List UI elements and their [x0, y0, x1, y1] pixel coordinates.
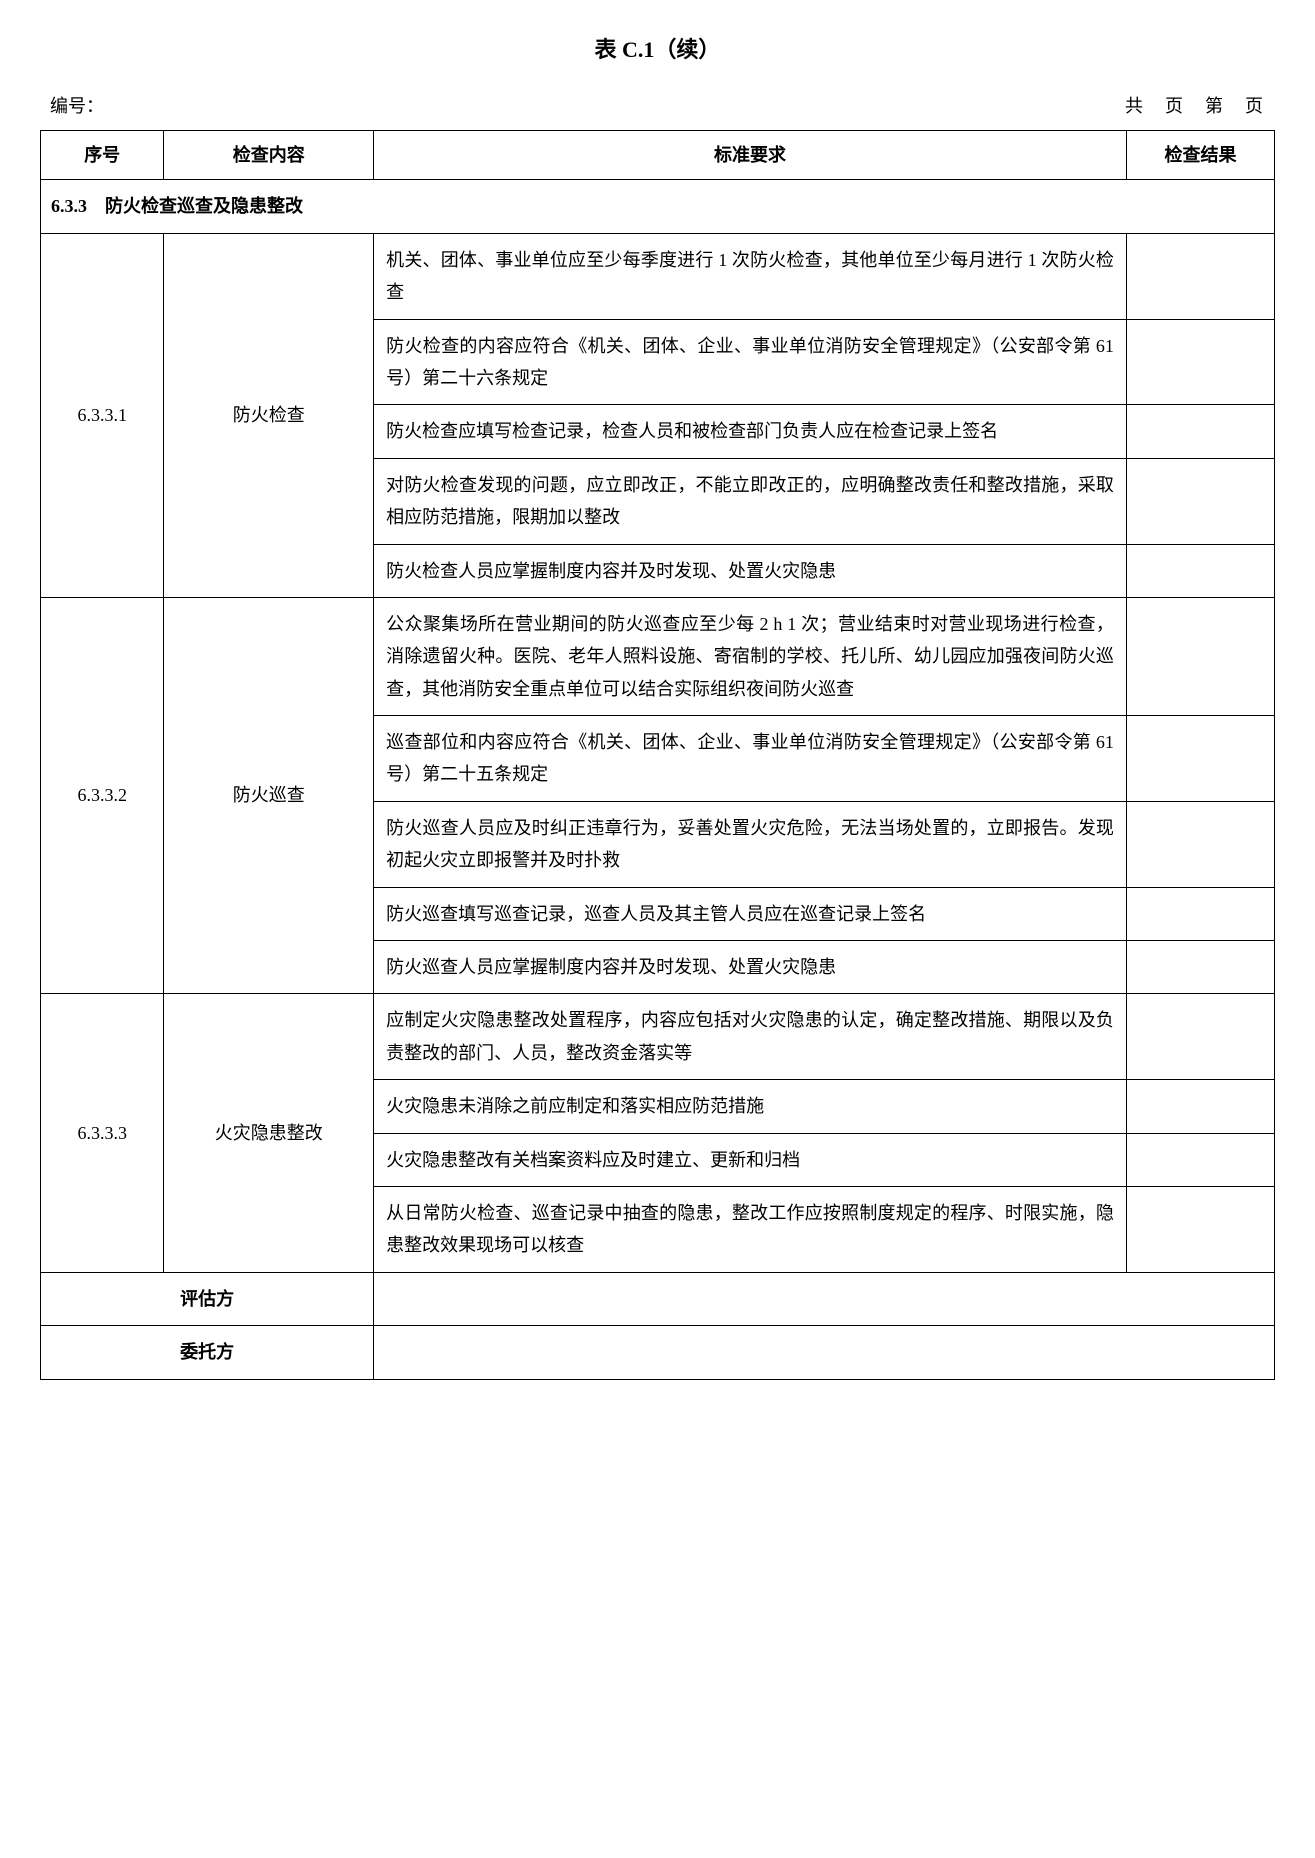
table-row: 6.3.3.3火灾隐患整改应制定火灾隐患整改处置程序，内容应包括对火灾隐患的认定…	[41, 994, 1275, 1080]
evaluator-row: 评估方	[41, 1272, 1275, 1325]
item-cell: 防火检查	[164, 233, 374, 597]
result-cell	[1126, 319, 1274, 405]
requirement-cell: 火灾隐患整改有关档案资料应及时建立、更新和归档	[374, 1133, 1127, 1186]
requirement-cell: 从日常防火检查、巡查记录中抽查的隐患，整改工作应按照制度规定的程序、时限实施，隐…	[374, 1186, 1127, 1272]
result-cell	[1126, 1133, 1274, 1186]
requirement-cell: 防火巡查人员应及时纠正违章行为，妥善处置火灾危险，无法当场处置的，立即报告。发现…	[374, 801, 1127, 887]
requirement-cell: 防火检查的内容应符合《机关、团体、企业、事业单位消防安全管理规定》（公安部令第 …	[374, 319, 1127, 405]
result-cell	[1126, 887, 1274, 940]
result-cell	[1126, 405, 1274, 458]
result-cell	[1126, 716, 1274, 802]
inspection-table: 序号 检查内容 标准要求 检查结果 6.3.3 防火检查巡查及隐患整改6.3.3…	[40, 130, 1275, 1380]
seq-cell: 6.3.3.1	[41, 233, 164, 597]
result-cell	[1126, 1186, 1274, 1272]
header-seq: 序号	[41, 130, 164, 179]
seq-cell: 6.3.3.3	[41, 994, 164, 1272]
evaluator-label: 评估方	[41, 1272, 374, 1325]
table-row: 6.3.3.1防火检查机关、团体、事业单位应至少每季度进行 1 次防火检查，其他…	[41, 233, 1275, 319]
table-row: 6.3.3.2防火巡查公众聚集场所在营业期间的防火巡查应至少每 2 h 1 次；…	[41, 597, 1275, 715]
client-label: 委托方	[41, 1326, 374, 1379]
requirement-cell: 机关、团体、事业单位应至少每季度进行 1 次防火检查，其他单位至少每月进行 1 …	[374, 233, 1127, 319]
requirement-cell: 公众聚集场所在营业期间的防火巡查应至少每 2 h 1 次；营业结束时对营业现场进…	[374, 597, 1127, 715]
item-cell: 火灾隐患整改	[164, 994, 374, 1272]
requirement-cell: 巡查部位和内容应符合《机关、团体、企业、事业单位消防安全管理规定》（公安部令第 …	[374, 716, 1127, 802]
requirement-cell: 防火巡查人员应掌握制度内容并及时发现、处置火灾隐患	[374, 941, 1127, 994]
client-row: 委托方	[41, 1326, 1275, 1379]
meta-row: 编号： 共 页 第 页	[40, 90, 1275, 122]
requirement-cell: 防火检查应填写检查记录，检查人员和被检查部门负责人应在检查记录上签名	[374, 405, 1127, 458]
result-cell	[1126, 544, 1274, 597]
table-title: 表 C.1（续）	[40, 30, 1275, 70]
result-cell	[1126, 1080, 1274, 1133]
requirement-cell: 防火检查人员应掌握制度内容并及时发现、处置火灾隐患	[374, 544, 1127, 597]
header-res: 检查结果	[1126, 130, 1274, 179]
section-title-row: 6.3.3 防火检查巡查及隐患整改	[41, 180, 1275, 233]
client-value	[374, 1326, 1275, 1379]
result-cell	[1126, 801, 1274, 887]
requirement-cell: 应制定火灾隐患整改处置程序，内容应包括对火灾隐患的认定，确定整改措施、期限以及负…	[374, 994, 1127, 1080]
requirement-cell: 防火巡查填写巡查记录，巡查人员及其主管人员应在巡查记录上签名	[374, 887, 1127, 940]
header-item: 检查内容	[164, 130, 374, 179]
result-cell	[1126, 458, 1274, 544]
result-cell	[1126, 994, 1274, 1080]
result-cell	[1126, 233, 1274, 319]
requirement-cell: 火灾隐患未消除之前应制定和落实相应防范措施	[374, 1080, 1127, 1133]
header-req: 标准要求	[374, 130, 1127, 179]
result-cell	[1126, 941, 1274, 994]
seq-cell: 6.3.3.2	[41, 597, 164, 994]
meta-page-label: 共 页 第 页	[1125, 90, 1275, 122]
table-header-row: 序号 检查内容 标准要求 检查结果	[41, 130, 1275, 179]
item-cell: 防火巡查	[164, 597, 374, 994]
section-title-cell: 6.3.3 防火检查巡查及隐患整改	[41, 180, 1275, 233]
meta-number-label: 编号：	[40, 90, 104, 122]
evaluator-value	[374, 1272, 1275, 1325]
result-cell	[1126, 597, 1274, 715]
requirement-cell: 对防火检查发现的问题，应立即改正，不能立即改正的，应明确整改责任和整改措施，采取…	[374, 458, 1127, 544]
